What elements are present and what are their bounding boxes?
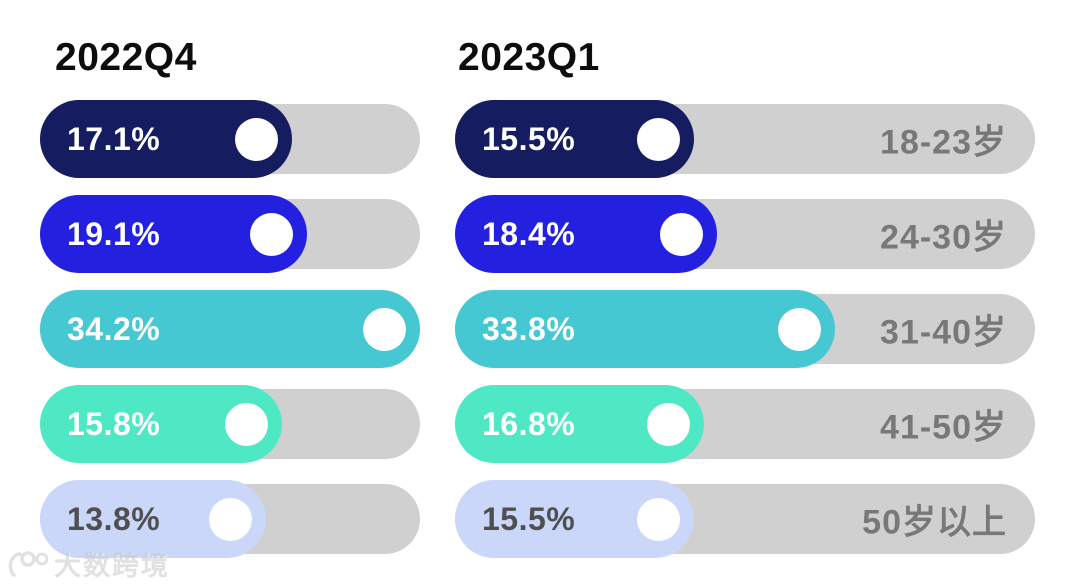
bar-endpoint-dot — [225, 402, 268, 446]
bar-value-label: 33.8% — [482, 310, 576, 347]
bar-track-2022q4: 13.8% — [40, 480, 420, 558]
bar-value-label: 15.5% — [482, 120, 576, 157]
bar-value-label: 16.8% — [482, 405, 576, 442]
bar-track-2022q4: 19.1% — [40, 195, 420, 273]
bar-track-2023q1: 18.4% 24-30岁 — [455, 195, 1035, 273]
bar-value-label: 15.5% — [482, 500, 576, 537]
bar-track-2022q4: 34.2% — [40, 290, 420, 368]
bar-endpoint-dot — [637, 117, 680, 161]
bar-pill-2022q4: 34.2% — [40, 290, 420, 368]
bar-endpoint-dot — [250, 212, 293, 256]
watermark-logo-icon — [8, 550, 48, 577]
bar-pill-2022q4: 13.8% — [40, 480, 266, 558]
age-group-label: 24-30岁 — [880, 218, 1007, 257]
bar-pill-2023q1: 15.5% — [455, 480, 694, 558]
age-row: 34.2% 33.8% 31-40岁 — [40, 290, 1035, 368]
bar-pill-2022q4: 17.1% — [40, 100, 292, 178]
bar-track-2023q1: 33.8% 31-40岁 — [455, 290, 1035, 368]
column-header-2023q1: 2023Q1 — [458, 36, 600, 79]
bar-value-label: 13.8% — [67, 500, 161, 537]
age-group-label: 18-23岁 — [880, 123, 1007, 162]
bar-endpoint-dot — [235, 117, 278, 161]
bar-pill-2022q4: 15.8% — [40, 385, 282, 463]
bar-pill-2023q1: 16.8% — [455, 385, 704, 463]
bar-track-2023q1: 15.5% 50岁以上 — [455, 480, 1035, 558]
age-row: 19.1% 18.4% 24-30岁 — [40, 195, 1035, 273]
bar-value-label: 18.4% — [482, 215, 576, 252]
bar-endpoint-dot — [647, 402, 690, 446]
bar-track-2022q4: 17.1% — [40, 100, 420, 178]
watermark-text: 大数跨境 — [54, 551, 170, 581]
age-group-label: 41-50岁 — [880, 408, 1007, 447]
age-group-label: 31-40岁 — [880, 313, 1007, 352]
bar-pill-2022q4: 19.1% — [40, 195, 307, 273]
bar-value-label: 19.1% — [67, 215, 161, 252]
bar-pill-2023q1: 18.4% — [455, 195, 717, 273]
bar-track-2023q1: 15.5% 18-23岁 — [455, 100, 1035, 178]
bar-pill-2023q1: 15.5% — [455, 100, 694, 178]
watermark: 大数跨境 — [6, 544, 170, 583]
bar-pill-2023q1: 33.8% — [455, 290, 835, 368]
age-row: 15.8% 16.8% 41-50岁 — [40, 385, 1035, 463]
bar-value-label: 34.2% — [67, 310, 161, 347]
bar-track-2022q4: 15.8% — [40, 385, 420, 463]
age-group-label: 50岁以上 — [862, 503, 1007, 542]
bar-endpoint-dot — [778, 307, 821, 351]
age-row: 13.8% 15.5% 50岁以上 — [40, 480, 1035, 558]
bar-endpoint-dot — [637, 497, 680, 541]
bar-endpoint-dot — [660, 212, 703, 256]
bar-value-label: 17.1% — [67, 120, 161, 157]
bar-endpoint-dot — [363, 307, 406, 351]
bar-endpoint-dot — [209, 497, 252, 541]
age-row: 17.1% 15.5% 18-23岁 — [40, 100, 1035, 178]
column-header-2022q4: 2022Q4 — [55, 36, 197, 79]
bar-track-2023q1: 16.8% 41-50岁 — [455, 385, 1035, 463]
bar-value-label: 15.8% — [67, 405, 161, 442]
